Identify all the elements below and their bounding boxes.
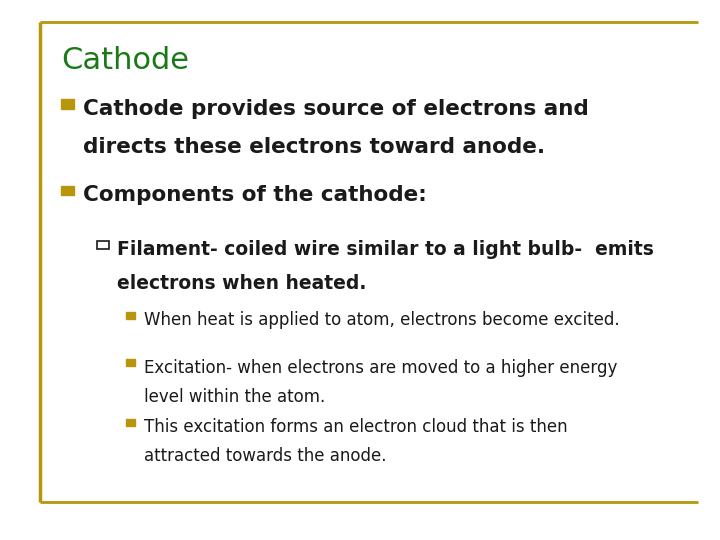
Bar xyxy=(126,312,135,319)
Bar xyxy=(126,418,135,426)
Text: level within the atom.: level within the atom. xyxy=(144,388,325,406)
Bar xyxy=(126,359,135,366)
Bar xyxy=(61,186,74,195)
Text: electrons when heated.: electrons when heated. xyxy=(117,274,366,293)
Text: This excitation forms an electron cloud that is then: This excitation forms an electron cloud … xyxy=(144,418,567,436)
Text: When heat is applied to atom, electrons become excited.: When heat is applied to atom, electrons … xyxy=(144,311,620,329)
Text: attracted towards the anode.: attracted towards the anode. xyxy=(144,447,387,465)
Text: Components of the cathode:: Components of the cathode: xyxy=(83,185,426,205)
Bar xyxy=(97,241,109,249)
Text: directs these electrons toward anode.: directs these electrons toward anode. xyxy=(83,137,545,157)
Text: Excitation- when electrons are moved to a higher energy: Excitation- when electrons are moved to … xyxy=(144,359,617,376)
Bar xyxy=(61,99,74,109)
Text: Cathode provides source of electrons and: Cathode provides source of electrons and xyxy=(83,99,588,119)
Text: Cathode: Cathode xyxy=(61,46,189,75)
Text: Filament- coiled wire similar to a light bulb-  emits: Filament- coiled wire similar to a light… xyxy=(117,240,654,259)
